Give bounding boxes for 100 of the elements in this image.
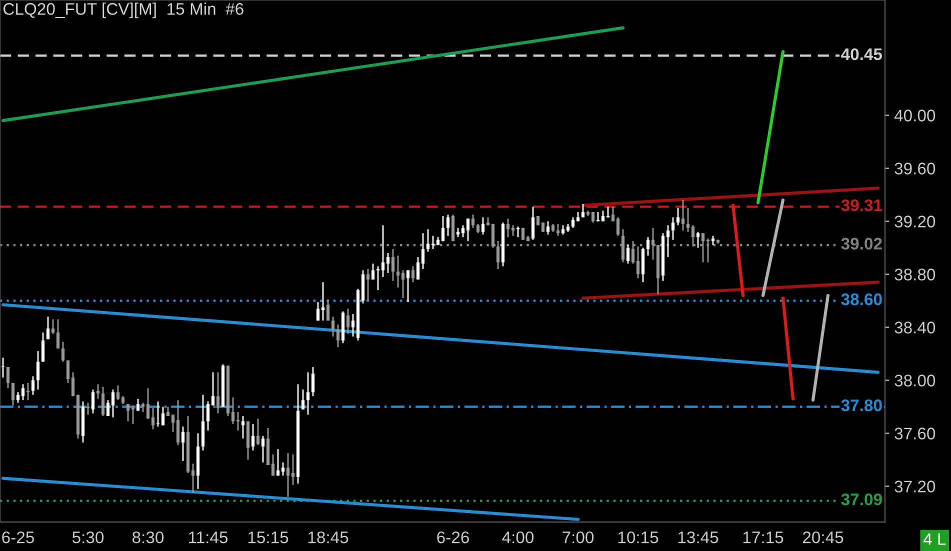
candlestick bbox=[461, 224, 465, 238]
candlestick bbox=[346, 308, 350, 335]
candlestick bbox=[271, 454, 275, 476]
y-tick-label: 40.00 bbox=[894, 110, 936, 122]
candlestick bbox=[696, 231, 700, 248]
candlestick bbox=[41, 332, 45, 362]
text: 4 L bbox=[923, 533, 946, 545]
candlestick bbox=[496, 240, 500, 270]
candlestick bbox=[116, 384, 120, 401]
y-tick-label: 39.20 bbox=[894, 216, 936, 228]
candlestick bbox=[276, 448, 280, 476]
candlestick bbox=[711, 235, 715, 246]
candlestick bbox=[106, 399, 110, 417]
candlestick bbox=[611, 206, 615, 222]
candlestick bbox=[376, 266, 380, 291]
y-tick-label: 38.40 bbox=[894, 322, 936, 334]
y-tick-label: 37.60 bbox=[894, 428, 936, 440]
candlestick bbox=[216, 372, 220, 414]
candlestick bbox=[401, 270, 405, 299]
candlestick bbox=[691, 224, 695, 248]
candlestick bbox=[211, 372, 215, 406]
candlestick bbox=[636, 246, 640, 279]
candlestick bbox=[101, 386, 105, 417]
candlestick bbox=[556, 223, 560, 237]
candlestick bbox=[646, 236, 650, 256]
ref-line-label: 39.31 bbox=[841, 199, 882, 212]
candlestick bbox=[446, 214, 450, 237]
candlestick bbox=[421, 232, 425, 270]
candlestick bbox=[126, 403, 130, 422]
x-tick-label: 8:30 bbox=[132, 531, 164, 544]
candlestick bbox=[326, 298, 330, 322]
candlestick bbox=[251, 423, 255, 452]
candlestick bbox=[426, 228, 430, 252]
candlestick bbox=[31, 376, 35, 396]
candlestick bbox=[701, 232, 705, 264]
candlestick bbox=[621, 228, 625, 264]
y-tick-label: 37.20 bbox=[894, 480, 936, 492]
x-tick-label: 11:45 bbox=[189, 532, 228, 544]
candlestick bbox=[311, 366, 315, 397]
candlestick bbox=[336, 324, 340, 348]
candlestick bbox=[321, 282, 325, 322]
candlestick bbox=[56, 318, 60, 350]
candlestick bbox=[86, 402, 90, 416]
x-tick-label: 15:15 bbox=[248, 532, 288, 544]
candlestick bbox=[111, 388, 115, 418]
candlestick bbox=[61, 341, 65, 362]
candlestick bbox=[301, 388, 305, 410]
ref-line-label: 37.80 bbox=[841, 399, 882, 412]
y-tick-label: 38.80 bbox=[894, 268, 936, 280]
x-tick-label: 6-26 bbox=[437, 531, 469, 544]
candlestick bbox=[541, 222, 545, 233]
x-tick-label: 20:45 bbox=[802, 531, 844, 544]
candlestick bbox=[281, 462, 285, 476]
candlestick bbox=[626, 244, 630, 264]
candlestick bbox=[241, 415, 245, 440]
candlestick bbox=[416, 256, 420, 280]
candlestick bbox=[571, 216, 575, 229]
candlestick bbox=[581, 203, 585, 218]
x-tick-label: 4:00 bbox=[502, 531, 534, 544]
candlestick bbox=[261, 435, 265, 464]
candlestick bbox=[236, 411, 240, 432]
candlestick bbox=[46, 316, 50, 340]
chart-title: CLQ20_FUT [CV][M] 15 Min #6 bbox=[4, 2, 244, 18]
candlestick bbox=[651, 227, 655, 260]
candlestick bbox=[476, 223, 480, 234]
candlestick bbox=[161, 406, 165, 426]
candlestick bbox=[606, 206, 610, 218]
candlestick bbox=[6, 366, 10, 389]
candlestick bbox=[491, 223, 495, 248]
candlestick bbox=[666, 224, 670, 258]
candlestick bbox=[231, 396, 235, 425]
ref-line-label: 39.02 bbox=[841, 238, 882, 250]
candlestick bbox=[51, 318, 55, 335]
candlestick bbox=[71, 372, 75, 397]
candlestick bbox=[331, 316, 335, 338]
candlestick bbox=[256, 418, 260, 446]
candlestick bbox=[676, 207, 680, 226]
candlestick bbox=[531, 206, 535, 241]
candlestick bbox=[596, 211, 600, 222]
ref-line-label: 37.09 bbox=[841, 493, 882, 506]
candlestick bbox=[191, 463, 195, 494]
x-tick-label: 10:15 bbox=[618, 531, 658, 544]
candlestick bbox=[391, 248, 395, 282]
y-tick-label: 39.60 bbox=[894, 162, 936, 174]
candlestick bbox=[631, 240, 635, 264]
candlestick bbox=[176, 399, 180, 446]
candlestick bbox=[91, 388, 95, 414]
candlestick bbox=[286, 452, 290, 498]
candlestick bbox=[181, 426, 185, 462]
candlestick bbox=[381, 224, 385, 278]
candlestick bbox=[351, 313, 355, 338]
candlestick bbox=[576, 211, 580, 222]
x-tick-label: 18:45 bbox=[308, 531, 348, 544]
candlestick bbox=[16, 391, 20, 404]
candlestick bbox=[151, 407, 155, 430]
x-tick-label: 6-25 bbox=[2, 531, 34, 544]
candlestick bbox=[371, 262, 375, 280]
candlestick bbox=[171, 414, 175, 433]
y-tick-label: 38.00 bbox=[894, 374, 936, 386]
candlestick bbox=[546, 220, 550, 236]
